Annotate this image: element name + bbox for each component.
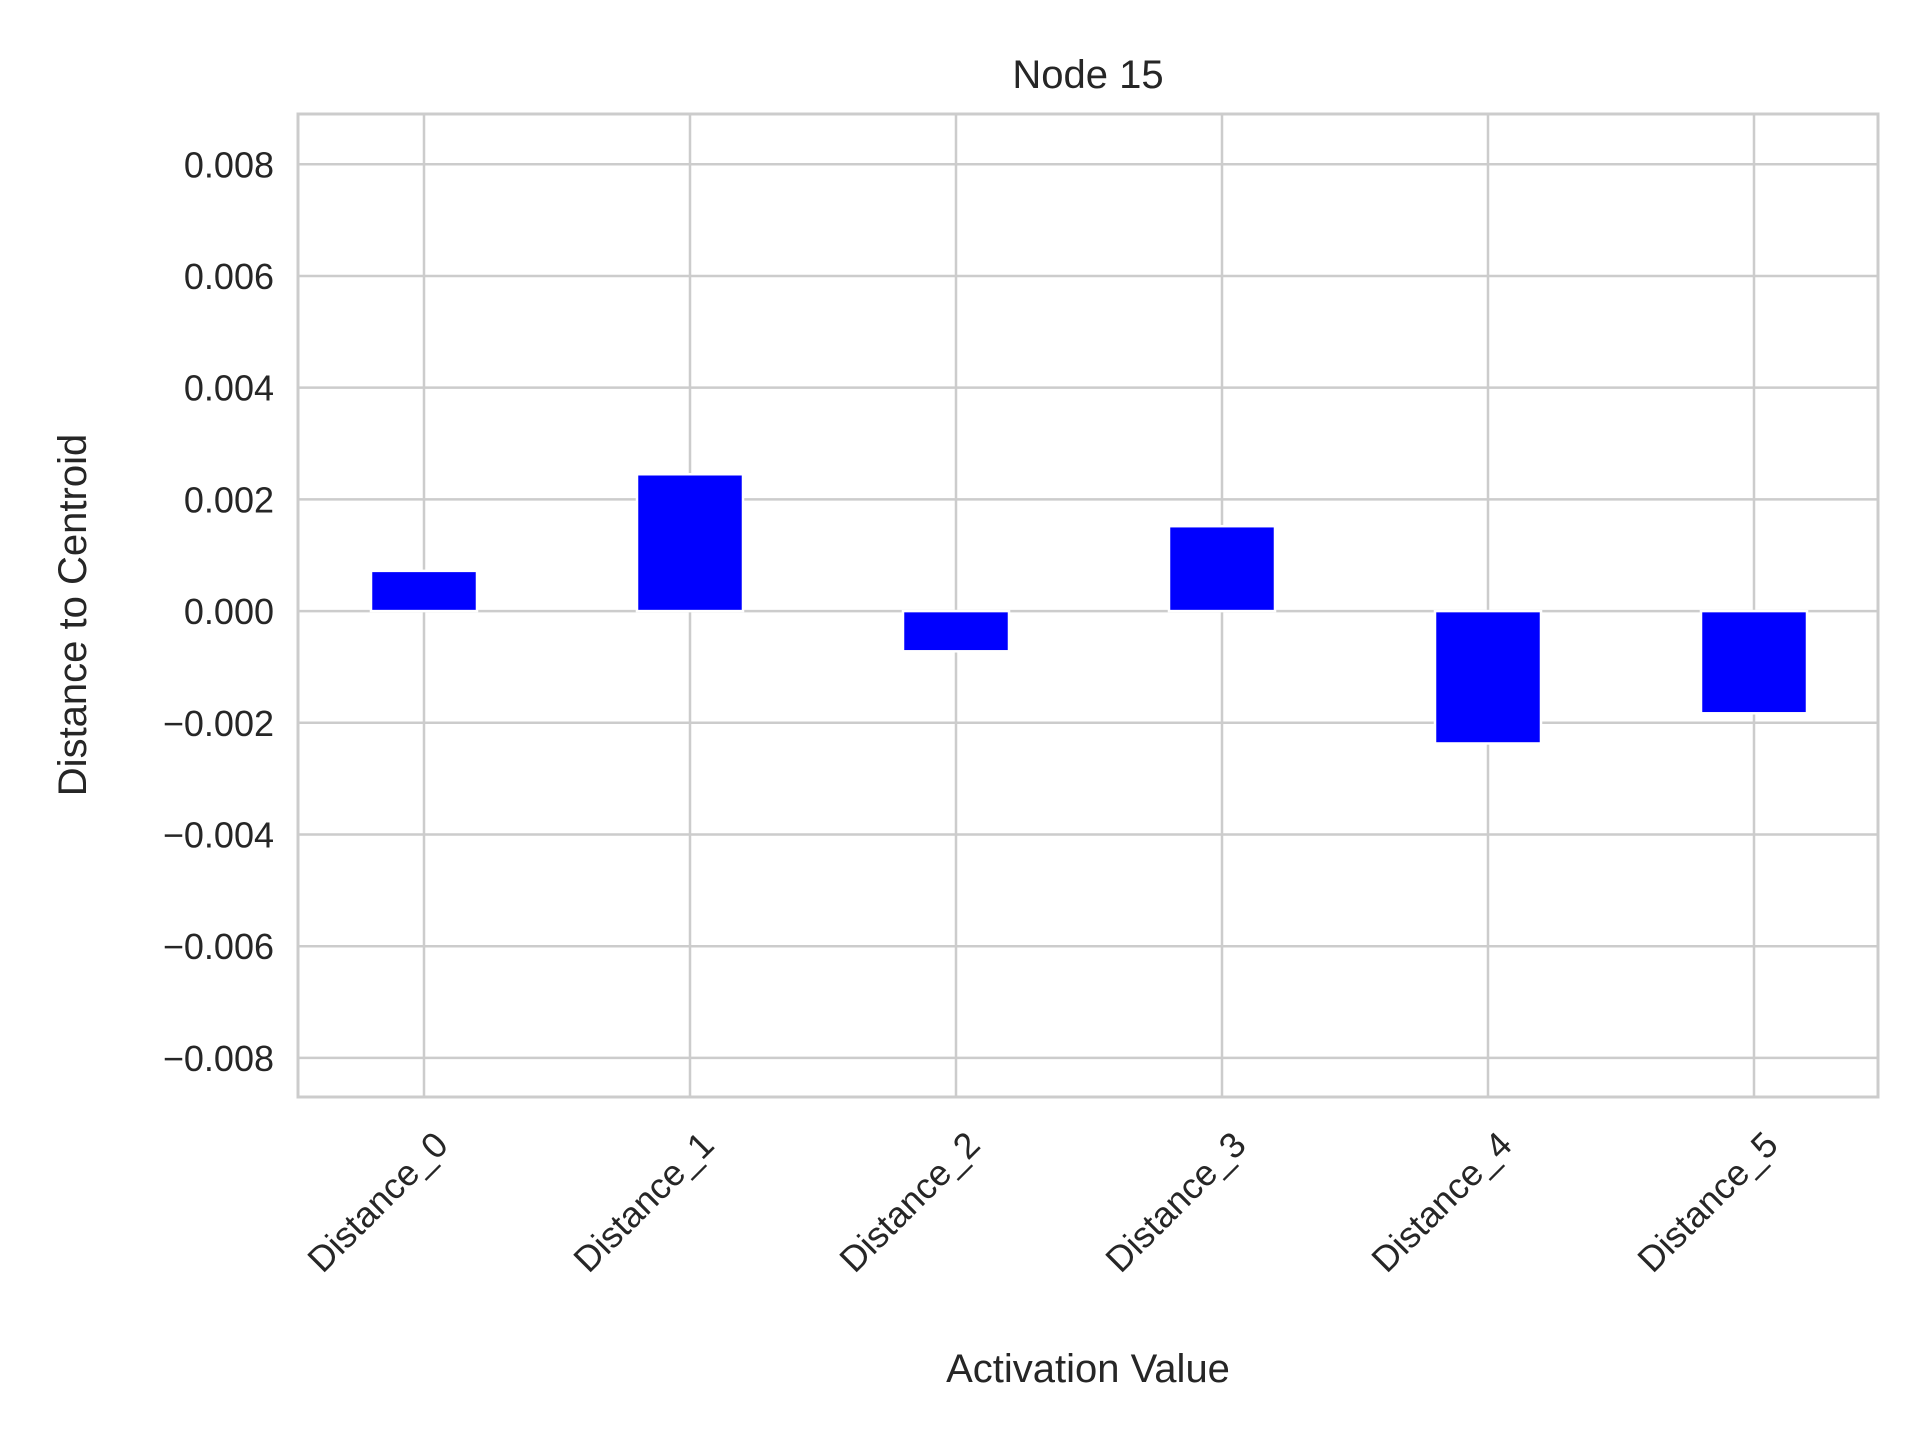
x-tick-label: Distance_3 — [1097, 1124, 1253, 1280]
x-tick-label: Distance_5 — [1629, 1124, 1785, 1280]
y-tick-label: 0.006 — [184, 256, 274, 297]
bar-distance-3 — [1167, 524, 1277, 613]
bar-distance-1 — [635, 472, 745, 613]
chart-title: Node 15 — [1012, 53, 1163, 97]
x-tick-label: Distance_1 — [565, 1124, 721, 1280]
y-tick-label: −0.004 — [163, 814, 274, 855]
x-axis-label: Activation Value — [946, 1347, 1230, 1391]
plot-frame — [296, 112, 1880, 1099]
y-tick-label: 0.004 — [184, 368, 274, 409]
y-tick-label: −0.006 — [163, 926, 274, 967]
y-tick-label: −0.008 — [163, 1038, 274, 1079]
y-axis-label: Distance to Centroid — [51, 434, 95, 796]
y-axis-ticks: −0.008 −0.006 −0.004 −0.002 0.000 0.002 0.004 0… — [163, 144, 274, 1079]
x-tick-label: Distance_4 — [1363, 1124, 1519, 1280]
y-tick-label: −0.002 — [163, 703, 274, 744]
bar-distance-2 — [901, 609, 1011, 653]
grid — [298, 114, 1878, 1097]
x-axis-ticks: Distance_0 Distance_1 Distance_2 Distance_3… — [299, 1124, 1785, 1280]
bar-distance-4 — [1433, 609, 1543, 745]
bar-distance-0 — [369, 569, 479, 613]
bars — [369, 472, 1809, 745]
x-tick-label: Distance_2 — [831, 1124, 987, 1280]
x-tick-label: Distance_0 — [299, 1124, 455, 1280]
y-tick-label: 0.008 — [184, 144, 274, 185]
bar-distance-5 — [1699, 609, 1809, 715]
y-tick-label: 0.000 — [184, 591, 274, 632]
y-tick-label: 0.002 — [184, 479, 274, 520]
